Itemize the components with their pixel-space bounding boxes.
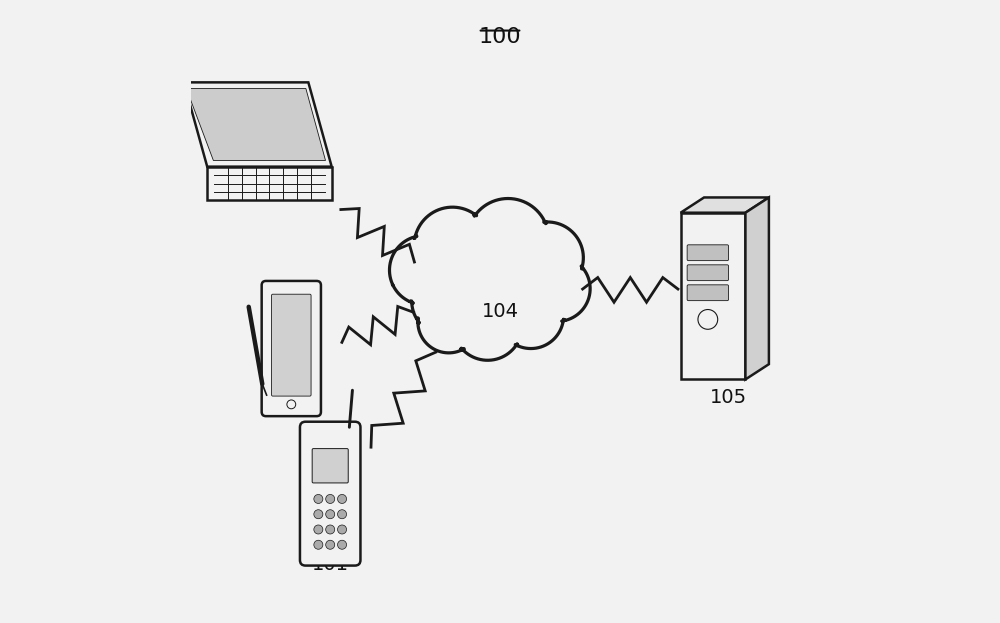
- Circle shape: [389, 235, 459, 305]
- Circle shape: [338, 495, 347, 503]
- FancyBboxPatch shape: [262, 281, 321, 416]
- Circle shape: [326, 540, 335, 549]
- FancyBboxPatch shape: [272, 294, 311, 396]
- Polygon shape: [184, 82, 332, 166]
- Circle shape: [467, 199, 549, 280]
- Text: 104: 104: [482, 302, 518, 321]
- Polygon shape: [745, 197, 769, 379]
- Circle shape: [418, 291, 480, 353]
- Polygon shape: [207, 166, 332, 201]
- Circle shape: [498, 283, 564, 348]
- Circle shape: [338, 510, 347, 519]
- Text: 101: 101: [312, 555, 349, 574]
- Polygon shape: [186, 88, 326, 161]
- Circle shape: [314, 540, 323, 549]
- Circle shape: [326, 495, 335, 503]
- Circle shape: [314, 525, 323, 534]
- Circle shape: [698, 310, 718, 330]
- Circle shape: [453, 291, 522, 360]
- Circle shape: [287, 400, 296, 409]
- Circle shape: [338, 525, 347, 534]
- FancyBboxPatch shape: [300, 422, 360, 566]
- Text: 100: 100: [479, 27, 521, 47]
- Circle shape: [338, 540, 347, 549]
- Polygon shape: [681, 212, 745, 379]
- Polygon shape: [681, 197, 769, 212]
- FancyBboxPatch shape: [687, 285, 729, 301]
- Text: 105: 105: [710, 389, 747, 407]
- Text: 102: 102: [268, 351, 305, 371]
- FancyBboxPatch shape: [312, 449, 348, 483]
- Circle shape: [414, 207, 491, 283]
- Circle shape: [314, 510, 323, 519]
- Circle shape: [326, 510, 335, 519]
- Circle shape: [440, 239, 529, 328]
- Circle shape: [512, 222, 583, 293]
- Circle shape: [525, 256, 590, 321]
- Circle shape: [412, 267, 481, 336]
- Circle shape: [326, 525, 335, 534]
- Circle shape: [314, 495, 323, 503]
- Text: 103: 103: [235, 160, 272, 179]
- FancyBboxPatch shape: [687, 265, 729, 280]
- FancyBboxPatch shape: [687, 245, 729, 260]
